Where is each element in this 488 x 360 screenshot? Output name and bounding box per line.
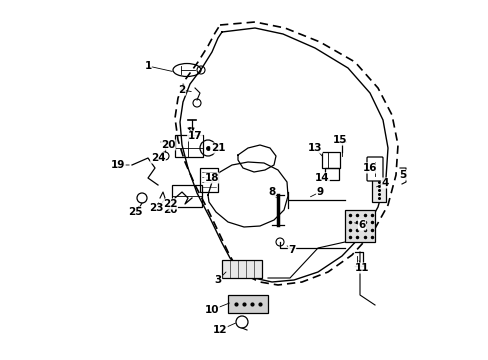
Bar <box>325 168 338 180</box>
Text: 23: 23 <box>148 203 163 213</box>
Text: 24: 24 <box>150 153 165 163</box>
Text: 14: 14 <box>314 173 328 183</box>
FancyBboxPatch shape <box>366 157 382 181</box>
Text: 6: 6 <box>358 220 365 230</box>
Text: 3: 3 <box>214 275 221 285</box>
Text: 20: 20 <box>163 205 177 215</box>
Bar <box>175 135 203 157</box>
Text: 16: 16 <box>362 163 376 173</box>
Text: 4: 4 <box>381 178 388 188</box>
Text: 22: 22 <box>163 199 177 209</box>
Text: 19: 19 <box>111 160 125 170</box>
Text: 5: 5 <box>399 170 406 180</box>
Text: 21: 21 <box>210 143 225 153</box>
Text: 8: 8 <box>268 187 275 197</box>
Text: 2: 2 <box>178 85 185 95</box>
Text: 15: 15 <box>332 135 346 145</box>
Text: 11: 11 <box>354 263 368 273</box>
Bar <box>172 185 202 207</box>
Bar <box>371 178 385 202</box>
Text: 25: 25 <box>127 207 142 217</box>
Bar <box>321 152 339 168</box>
Bar <box>200 168 218 192</box>
Bar <box>222 260 262 278</box>
Text: 17: 17 <box>187 131 202 141</box>
Text: 9: 9 <box>316 187 323 197</box>
Text: 13: 13 <box>307 143 322 153</box>
Text: 10: 10 <box>204 305 219 315</box>
Text: 12: 12 <box>212 325 227 335</box>
Text: 7: 7 <box>288 245 295 255</box>
Text: 20: 20 <box>161 140 175 150</box>
Bar <box>345 210 374 242</box>
Text: 1: 1 <box>144 61 151 71</box>
Bar <box>227 295 267 313</box>
Text: 18: 18 <box>204 173 219 183</box>
